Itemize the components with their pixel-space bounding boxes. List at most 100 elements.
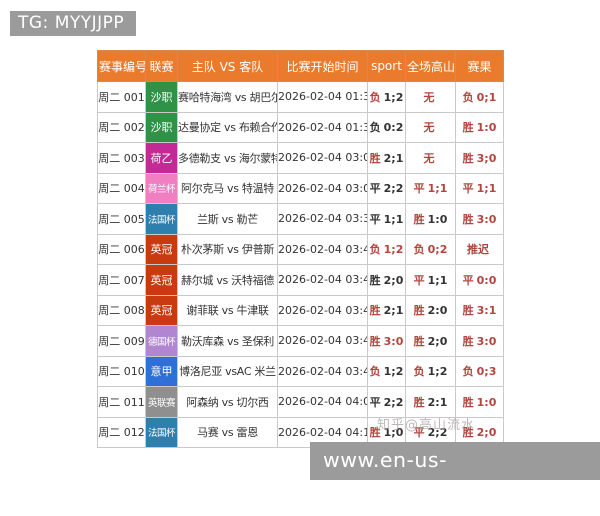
prediction-label: 负 (369, 121, 381, 135)
fulltime-prediction-cell: 负 0;2 (405, 233, 456, 265)
fulltime-prediction-cell: 无 (405, 81, 456, 113)
result-score: 3;0 (476, 151, 497, 165)
result-label: 胜 (462, 334, 474, 348)
match-start-time: 2026-02-04 04:00 (277, 386, 368, 418)
table-row: 周二 006 英冠 朴次茅斯 vs 伊普斯 2026-02-04 03:45 负… (97, 233, 504, 265)
league-badge: 英冠 (146, 234, 177, 264)
prediction-label: 胜 (369, 304, 381, 318)
league-badge: 英联赛 (146, 387, 177, 417)
col-header-league: 联赛 (145, 50, 178, 82)
prediction-label: 胜 (369, 273, 381, 287)
match-teams: 阿森纳 vs 切尔西 (177, 386, 278, 418)
fulltime-score: 0;2 (427, 243, 448, 257)
match-start-time: 2026-02-04 01:30 (277, 81, 368, 113)
league-badge: 沙职 (146, 82, 177, 112)
prediction-score: 1;2 (383, 365, 404, 379)
prediction-score: 1;2 (383, 90, 404, 104)
prediction-score: 2;0 (383, 273, 404, 287)
match-teams: 博洛尼亚 vsAC 米兰 (177, 355, 278, 387)
match-id: 周二 010 (97, 355, 146, 387)
fulltime-label: 无 (423, 90, 435, 104)
fulltime-score: 2;0 (427, 334, 448, 348)
match-start-time: 2026-02-04 03:00 (277, 172, 368, 204)
fulltime-label: 胜 (413, 304, 425, 318)
fulltime-prediction-cell: 负 1;2 (405, 355, 456, 387)
result-label: 胜 (462, 426, 474, 440)
col-header-start-time: 比赛开始时间 (277, 50, 368, 82)
result-label: 推迟 (467, 243, 489, 257)
match-teams: 赛哈特海湾 vs 胡巴尔 (177, 81, 278, 113)
league-cell: 德国杯 (145, 325, 178, 357)
fulltime-prediction-cell: 平 1;1 (405, 264, 456, 296)
match-start-time: 2026-02-04 03:30 (277, 203, 368, 235)
result-cell: 推迟 (455, 233, 504, 265)
match-id: 周二 005 (97, 203, 146, 235)
league-cell: 英联赛 (145, 386, 178, 418)
sport-prediction-cell: 平 2;2 (367, 386, 406, 418)
fulltime-label: 胜 (413, 334, 425, 348)
sport-prediction-cell: 负 1;2 (367, 81, 406, 113)
match-id: 周二 008 (97, 294, 146, 326)
fulltime-label: 平 (413, 426, 425, 440)
prediction-score: 0:2 (383, 121, 404, 135)
result-cell: 平 1;1 (455, 172, 504, 204)
prediction-score: 3:0 (383, 334, 404, 348)
match-start-time: 2026-02-04 03:45 (277, 294, 368, 326)
fulltime-score: 1:0 (427, 212, 448, 226)
result-score: 0;1 (476, 90, 497, 104)
league-badge: 荷兰杯 (146, 173, 177, 203)
match-start-time: 2026-02-04 03:00 (277, 142, 368, 174)
col-header-sport: sport (367, 50, 406, 82)
league-badge: 德国杯 (146, 326, 177, 356)
table-row: 周二 001 沙职 赛哈特海湾 vs 胡巴尔 2026-02-04 01:30 … (97, 81, 504, 113)
prediction-score: 2;2 (383, 395, 404, 409)
result-label: 胜 (462, 395, 474, 409)
result-cell: 胜 3;0 (455, 142, 504, 174)
league-cell: 意甲 (145, 355, 178, 387)
result-cell: 胜 1:0 (455, 111, 504, 143)
sport-prediction-cell: 胜 3:0 (367, 325, 406, 357)
col-header-fulltime: 全场高山 (405, 50, 456, 82)
prediction-label: 负 (369, 90, 381, 104)
result-cell: 胜 3:0 (455, 325, 504, 357)
sport-prediction-cell: 胜 2;1 (367, 142, 406, 174)
match-id: 周二 004 (97, 172, 146, 204)
result-cell: 胜 3:1 (455, 294, 504, 326)
result-score: 3:0 (476, 212, 497, 226)
prediction-label: 平 (369, 212, 381, 226)
league-cell: 英冠 (145, 233, 178, 265)
match-id: 周二 011 (97, 386, 146, 418)
match-teams: 多德勒支 vs 海尔蒙特 (177, 142, 278, 174)
match-teams: 兰斯 vs 勒芒 (177, 203, 278, 235)
prediction-label: 负 (369, 243, 381, 257)
result-cell: 平 0:0 (455, 264, 504, 296)
league-cell: 英冠 (145, 264, 178, 296)
fulltime-label: 平 (413, 182, 425, 196)
match-id: 周二 009 (97, 325, 146, 357)
league-cell: 沙职 (145, 111, 178, 143)
table-row: 周二 007 英冠 赫尔城 vs 沃特福德 2026-02-04 03:45 胜… (97, 264, 504, 296)
prediction-score: 2;2 (383, 182, 404, 196)
match-teams: 谢菲联 vs 牛津联 (177, 294, 278, 326)
match-id: 周二 001 (97, 81, 146, 113)
match-id: 周二 006 (97, 233, 146, 265)
result-score: 3:0 (476, 334, 497, 348)
result-label: 平 (462, 273, 474, 287)
match-id: 周二 012 (97, 416, 146, 448)
match-teams: 赫尔城 vs 沃特福德 (177, 264, 278, 296)
fulltime-score: 2;2 (427, 426, 448, 440)
sport-prediction-cell: 负 1;2 (367, 233, 406, 265)
result-score: 1;1 (476, 182, 497, 196)
site-url-banner: www.en-us-biyisports.com (310, 442, 600, 509)
league-badge: 法国杯 (146, 417, 177, 447)
prediction-score: 2;1 (383, 304, 404, 318)
league-badge: 法国杯 (146, 204, 177, 234)
page: TG: MYYJJPP 赛事编号 联赛 主队 VS 客队 比赛开始时间 spor… (10, 11, 600, 509)
result-score: 3:1 (476, 304, 497, 318)
league-badge: 英冠 (146, 295, 177, 325)
prediction-label: 胜 (369, 426, 381, 440)
fulltime-score: 1;1 (427, 273, 448, 287)
table-row: 周二 010 意甲 博洛尼亚 vsAC 米兰 2026-02-04 03:45 … (97, 355, 504, 387)
league-cell: 荷兰杯 (145, 172, 178, 204)
fulltime-prediction-cell: 胜 2:0 (405, 294, 456, 326)
